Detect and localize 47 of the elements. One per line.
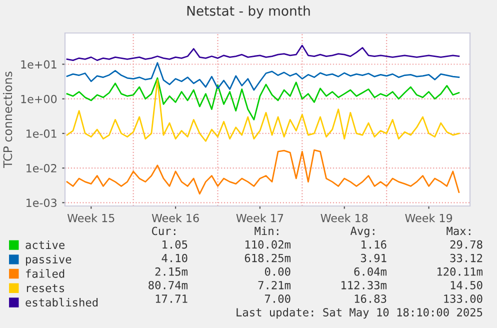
text: Avg: — [350, 226, 374, 238]
text: 7.21m — [258, 280, 290, 290]
chart-title: Netstat - by month — [187, 6, 310, 18]
text: 618.25m — [244, 254, 290, 262]
text: 3.91 — [360, 254, 386, 262]
y-tick-label: 1e+01 — [21, 60, 56, 69]
y-tick-label: 1e-02 — [26, 164, 56, 172]
text: 0.00 — [264, 267, 290, 276]
y-tick-label: 1e+00 — [21, 94, 57, 104]
text: 2.15m — [155, 267, 188, 276]
x-tick-label: Week 17 — [236, 214, 284, 222]
legend-label: failed — [26, 269, 64, 278]
y-tick-label: 1e-01 — [26, 129, 56, 138]
text: 7.00 — [264, 294, 290, 303]
text: Last update: Sat May 10 18:10:00 2025 — [236, 308, 482, 319]
x-tick-label: Week 19 — [405, 214, 452, 222]
y-axis-title: TCP connections — [3, 72, 12, 168]
line-series — [66, 149, 460, 195]
text: Max: — [446, 226, 470, 236]
text: 4.10 — [162, 254, 188, 262]
text: 6.04m — [354, 267, 386, 276]
line-series — [66, 44, 460, 61]
text: 29.78 — [450, 240, 482, 249]
text: Cur: — [152, 226, 176, 236]
y-tick-label: 1e-03 — [26, 198, 56, 208]
text: 1.16 — [362, 240, 386, 249]
x-tick-label: Week 15 — [67, 214, 114, 222]
text: 1.05 — [162, 240, 188, 249]
text: Min: — [254, 226, 278, 235]
legend-label: passive — [26, 254, 72, 266]
text: 80.74m — [148, 280, 188, 290]
text: 133.00 — [444, 294, 482, 303]
line-series — [66, 77, 460, 120]
text: 33.12 — [450, 254, 482, 262]
text: 110.02m — [246, 240, 290, 249]
x-tick-label: Week 16 — [152, 214, 199, 222]
line-series — [66, 62, 460, 91]
line-series — [66, 79, 460, 142]
legend-label: active — [26, 240, 64, 250]
text: 14.50 — [450, 280, 482, 290]
x-tick-label: Week 18 — [320, 214, 368, 222]
text: 17.71 — [156, 294, 188, 303]
legend-label: established — [26, 298, 98, 307]
text: 112.33m — [342, 280, 386, 290]
text: 16.83 — [354, 294, 386, 303]
text: 120.11m — [438, 267, 482, 276]
legend-label: resets — [26, 284, 64, 292]
